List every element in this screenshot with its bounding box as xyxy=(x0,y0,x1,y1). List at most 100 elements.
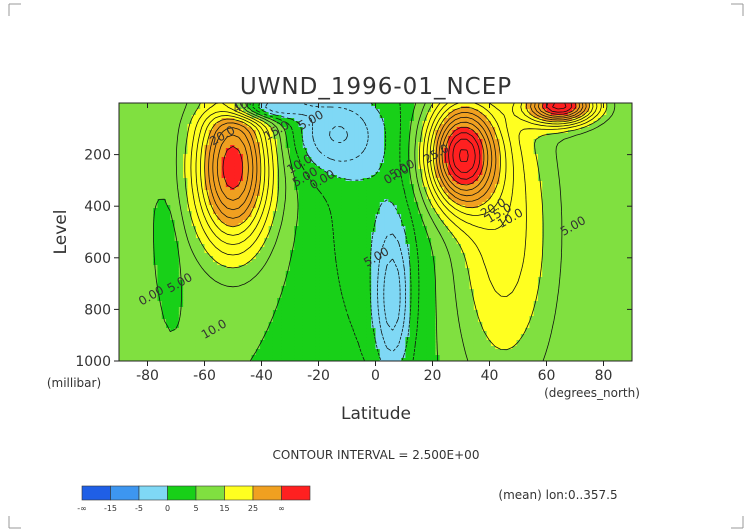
field-cell xyxy=(123,256,129,260)
field-cell xyxy=(144,109,150,113)
field-cell xyxy=(242,220,248,224)
field-cell xyxy=(144,163,150,167)
field-cell xyxy=(260,217,265,221)
field-cell xyxy=(324,184,330,188)
field-cell xyxy=(319,304,325,308)
field-cell xyxy=(315,121,321,125)
field-cell xyxy=(148,223,154,227)
field-cell xyxy=(324,142,330,146)
field-cell xyxy=(221,307,227,311)
field-cell xyxy=(302,307,308,311)
field-cell xyxy=(362,262,368,266)
field-cell xyxy=(174,331,180,335)
field-cell xyxy=(290,292,295,296)
field-cell xyxy=(131,349,137,353)
field-cell xyxy=(221,244,227,248)
field-cell xyxy=(354,238,359,242)
field-cell xyxy=(302,193,308,197)
field-cell xyxy=(311,241,317,245)
field-cell xyxy=(157,223,163,227)
field-cell xyxy=(183,307,188,311)
field-cell xyxy=(294,139,300,143)
field-cell xyxy=(170,346,176,350)
field-cell xyxy=(204,112,210,116)
field-cell xyxy=(315,181,321,185)
field-cell xyxy=(178,109,184,113)
field-cell xyxy=(238,127,244,131)
field-cell xyxy=(290,319,295,323)
field-cell xyxy=(178,340,184,344)
field-cell xyxy=(144,316,150,320)
field-cell xyxy=(217,247,223,251)
field-cell xyxy=(264,154,270,158)
field-cell xyxy=(195,109,201,113)
field-cell xyxy=(119,328,124,332)
field-cell xyxy=(157,121,163,125)
field-cell xyxy=(302,292,308,296)
field-cell xyxy=(302,346,308,350)
field-cell xyxy=(242,136,248,140)
field-cell xyxy=(251,310,257,314)
field-cell xyxy=(230,238,236,242)
field-cell xyxy=(213,289,218,293)
field-cell xyxy=(247,322,253,326)
field-cell xyxy=(174,244,180,248)
field-cell xyxy=(161,181,167,185)
field-cell xyxy=(341,112,347,116)
field-cell xyxy=(298,214,304,218)
field-cell xyxy=(294,310,300,314)
field-cell xyxy=(187,322,193,326)
field-cell xyxy=(230,142,236,146)
field-cell xyxy=(311,142,317,146)
field-cell xyxy=(119,196,124,200)
field-cell xyxy=(319,124,325,128)
field-cell xyxy=(362,352,368,356)
field-cell xyxy=(238,247,244,251)
field-cell xyxy=(354,271,359,275)
field-cell xyxy=(221,304,227,308)
field-cell xyxy=(230,109,236,113)
field-cell xyxy=(341,250,347,254)
field-cell xyxy=(251,157,257,161)
field-cell xyxy=(153,154,159,158)
field-cell xyxy=(140,163,146,167)
field-cell xyxy=(204,346,210,350)
field-cell xyxy=(217,259,223,263)
field-cell xyxy=(332,337,338,341)
field-cell xyxy=(358,328,364,332)
field-cell xyxy=(260,358,265,361)
field-cell xyxy=(290,103,295,107)
field-cell xyxy=(307,262,312,266)
field-cell xyxy=(208,217,214,221)
field-cell xyxy=(208,292,214,296)
field-cell xyxy=(225,301,231,305)
field-cell xyxy=(251,118,257,122)
field-cell xyxy=(208,358,214,361)
field-cell xyxy=(332,220,338,224)
field-cell xyxy=(251,253,257,257)
field-cell xyxy=(341,274,347,278)
field-cell xyxy=(225,232,231,236)
field-cell xyxy=(294,322,300,326)
field-cell xyxy=(200,322,206,326)
field-cell xyxy=(311,322,317,326)
field-cell xyxy=(213,181,218,185)
field-cell xyxy=(161,112,167,116)
field-cell xyxy=(242,337,248,341)
field-cell xyxy=(213,136,218,140)
field-cell xyxy=(200,199,206,203)
field-cell xyxy=(358,283,364,287)
field-cell xyxy=(153,262,159,266)
field-cell xyxy=(148,151,154,155)
field-cell xyxy=(225,265,231,269)
field-cell xyxy=(183,343,188,347)
field-cell xyxy=(337,139,342,143)
field-cell xyxy=(153,199,159,203)
field-cell xyxy=(362,214,368,218)
field-cell xyxy=(140,202,146,206)
field-cell xyxy=(187,136,193,140)
field-cell xyxy=(123,313,129,317)
field-cell xyxy=(354,106,359,110)
field-cell xyxy=(187,217,193,221)
field-cell xyxy=(328,229,334,233)
